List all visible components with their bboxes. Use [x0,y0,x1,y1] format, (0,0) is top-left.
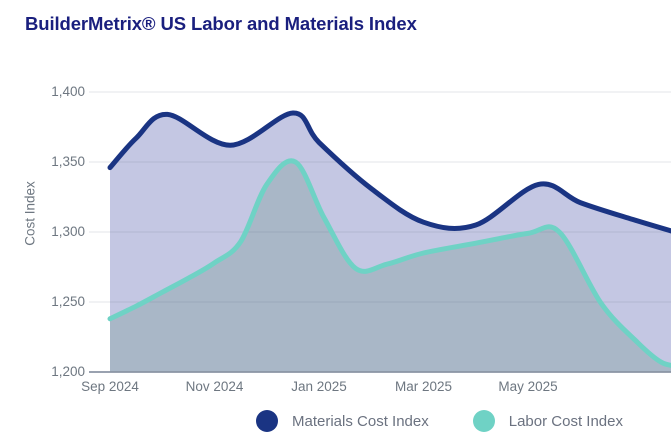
materials-line [107,110,671,234]
y-tick-label: 1,300 [51,224,85,239]
y-tick-label: 1,350 [51,154,85,169]
legend-item-materials[interactable]: Materials Cost Index [256,410,429,432]
materials-swatch-icon [256,410,278,432]
legend-item-labor[interactable]: Labor Cost Index [472,410,623,432]
labor-swatch-icon [472,410,495,432]
x-tick-label: Jan 2025 [291,379,347,394]
labor-line [107,158,671,368]
x-tick-label: Mar 2025 [394,379,453,394]
labor-area [110,160,671,372]
legend-label-materials: Materials Cost Index [292,412,429,430]
chart-title: BuilderMetrix® US Labor and Materials In… [25,13,417,34]
legend-label-labor: Labor Cost Index [508,412,623,430]
x-tick-label: May 2025 [498,379,558,394]
x-tick-label: Sep 2024 [81,379,139,394]
x-tick-label: Nov 2024 [185,379,244,394]
y-tick-label: 1,400 [51,84,85,99]
legend: Materials Cost Index Labor Cost Index [256,410,623,432]
y-tick-label: 1,250 [51,294,85,309]
y-tick-label: 1,200 [51,364,85,379]
